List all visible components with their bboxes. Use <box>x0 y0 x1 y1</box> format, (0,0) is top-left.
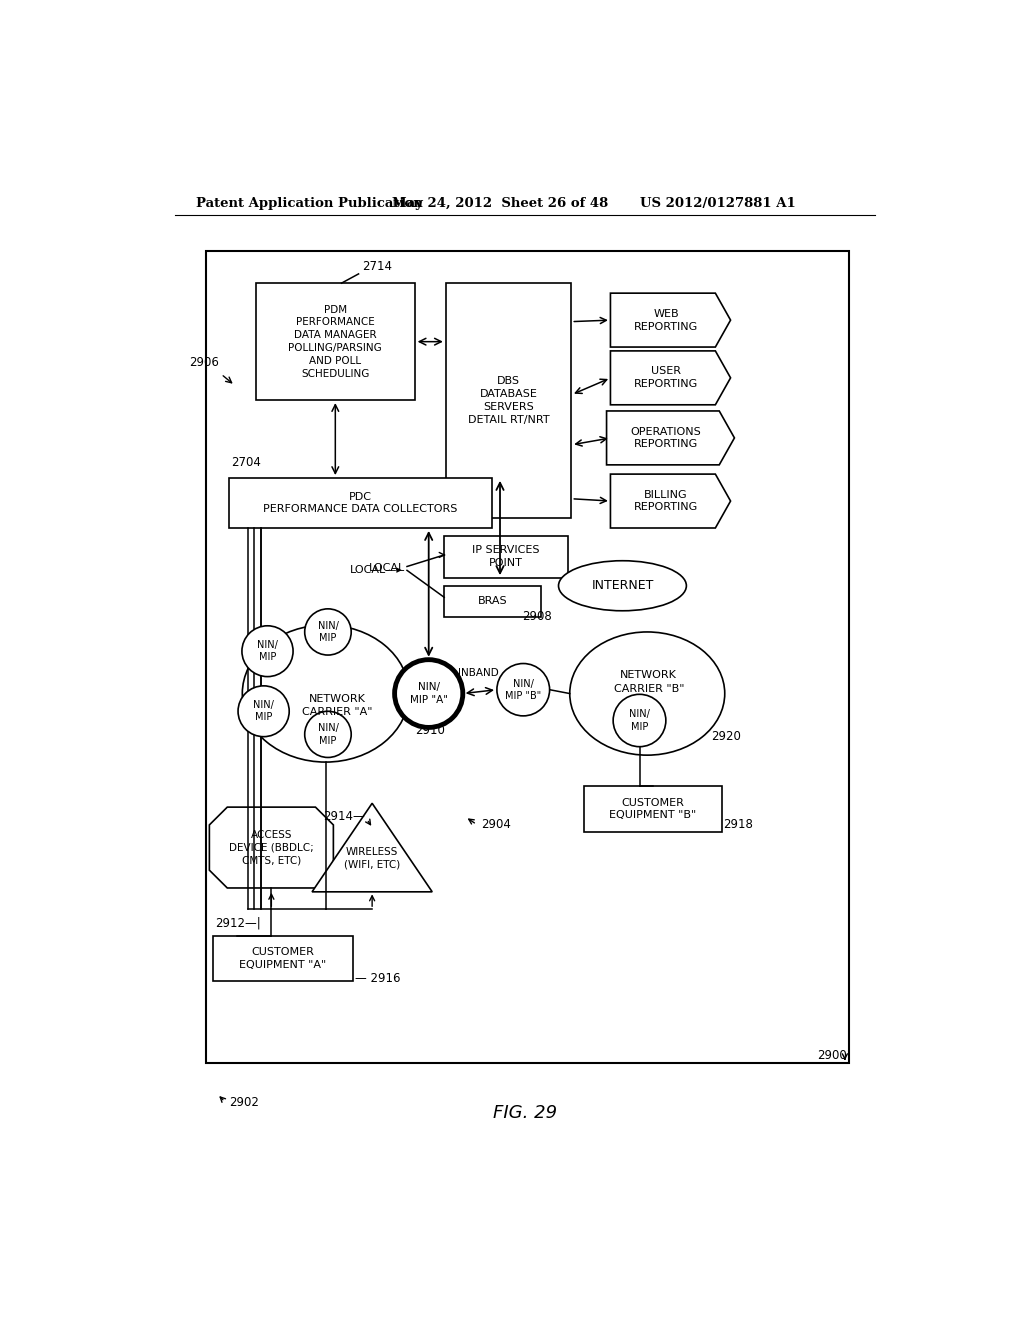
Text: LOCAL—▸: LOCAL—▸ <box>350 565 403 576</box>
Text: WEB
REPORTING: WEB REPORTING <box>634 309 698 331</box>
Bar <box>213 936 352 981</box>
Ellipse shape <box>243 626 409 762</box>
Bar <box>228 478 493 528</box>
Text: 2906: 2906 <box>188 356 219 370</box>
Bar <box>206 251 849 1063</box>
Text: 2914—: 2914— <box>323 810 365 824</box>
Text: NIN/
MIP: NIN/ MIP <box>257 640 278 663</box>
Text: NETWORK
CARRIER "A": NETWORK CARRIER "A" <box>302 693 373 717</box>
Polygon shape <box>610 293 730 347</box>
Text: INBAND: INBAND <box>458 668 499 677</box>
Bar <box>445 284 571 517</box>
Text: 2902: 2902 <box>228 1096 259 1109</box>
Text: LOCAL: LOCAL <box>369 564 404 573</box>
Text: DBS
DATABASE
SERVERS
DETAIL RT/NRT: DBS DATABASE SERVERS DETAIL RT/NRT <box>468 376 549 425</box>
Text: 2912—|: 2912—| <box>215 916 260 929</box>
Text: INTERNET: INTERNET <box>591 579 653 593</box>
Text: 2910: 2910 <box>416 725 445 738</box>
Bar <box>444 586 541 616</box>
Text: NIN/
MIP: NIN/ MIP <box>317 620 338 643</box>
Bar <box>444 536 568 578</box>
Polygon shape <box>606 411 734 465</box>
Polygon shape <box>312 804 432 892</box>
Bar <box>584 785 722 832</box>
Text: 2900: 2900 <box>817 1049 847 1063</box>
Circle shape <box>394 660 463 727</box>
Text: WIRELESS
(WIFI, ETC): WIRELESS (WIFI, ETC) <box>344 846 400 870</box>
Text: OPERATIONS
REPORTING: OPERATIONS REPORTING <box>631 426 701 449</box>
Text: PDC
PERFORMANCE DATA COLLECTORS: PDC PERFORMANCE DATA COLLECTORS <box>263 491 458 515</box>
Text: NIN/
MIP: NIN/ MIP <box>317 723 338 746</box>
Text: IP SERVICES
POINT: IP SERVICES POINT <box>472 545 540 569</box>
Polygon shape <box>209 807 334 888</box>
Text: BILLING
REPORTING: BILLING REPORTING <box>634 490 698 512</box>
Text: 2714: 2714 <box>362 260 392 273</box>
Text: 2904: 2904 <box>480 818 511 832</box>
Text: NIN/
MIP "B": NIN/ MIP "B" <box>505 678 542 701</box>
Bar <box>256 284 415 400</box>
Text: NIN/
MIP: NIN/ MIP <box>629 709 650 731</box>
Circle shape <box>497 664 550 715</box>
Polygon shape <box>610 474 730 528</box>
Text: — 2916: — 2916 <box>355 973 400 985</box>
Text: Patent Application Publication: Patent Application Publication <box>197 197 423 210</box>
Text: BRAS: BRAS <box>478 597 508 606</box>
Circle shape <box>305 609 351 655</box>
Text: 2704: 2704 <box>231 457 261 470</box>
Text: CUSTOMER
EQUIPMENT "A": CUSTOMER EQUIPMENT "A" <box>240 946 327 970</box>
Text: USER
REPORTING: USER REPORTING <box>634 367 698 389</box>
Text: May 24, 2012  Sheet 26 of 48: May 24, 2012 Sheet 26 of 48 <box>391 197 608 210</box>
Text: ACCESS
DEVICE (BBDLC;
CMTS, ETC): ACCESS DEVICE (BBDLC; CMTS, ETC) <box>229 830 313 866</box>
Text: 2918: 2918 <box>723 818 753 832</box>
Text: NIN/
MIP "A": NIN/ MIP "A" <box>410 682 447 705</box>
Polygon shape <box>610 351 730 405</box>
Text: NETWORK
CARRIER "B": NETWORK CARRIER "B" <box>613 671 684 693</box>
Text: CUSTOMER
EQUIPMENT "B": CUSTOMER EQUIPMENT "B" <box>609 797 696 821</box>
Text: 2908: 2908 <box>521 610 552 623</box>
Text: FIG. 29: FIG. 29 <box>493 1105 557 1122</box>
Circle shape <box>242 626 293 677</box>
Ellipse shape <box>569 632 725 755</box>
Circle shape <box>305 711 351 758</box>
Ellipse shape <box>558 561 686 611</box>
Text: US 2012/0127881 A1: US 2012/0127881 A1 <box>640 197 796 210</box>
Text: PDM
PERFORMANCE
DATA MANAGER
POLLING/PARSING
AND POLL
SCHEDULING: PDM PERFORMANCE DATA MANAGER POLLING/PAR… <box>289 305 382 379</box>
Circle shape <box>238 686 289 737</box>
Text: NIN/
MIP: NIN/ MIP <box>253 700 274 722</box>
Circle shape <box>613 694 666 747</box>
Text: 2920: 2920 <box>711 730 740 743</box>
